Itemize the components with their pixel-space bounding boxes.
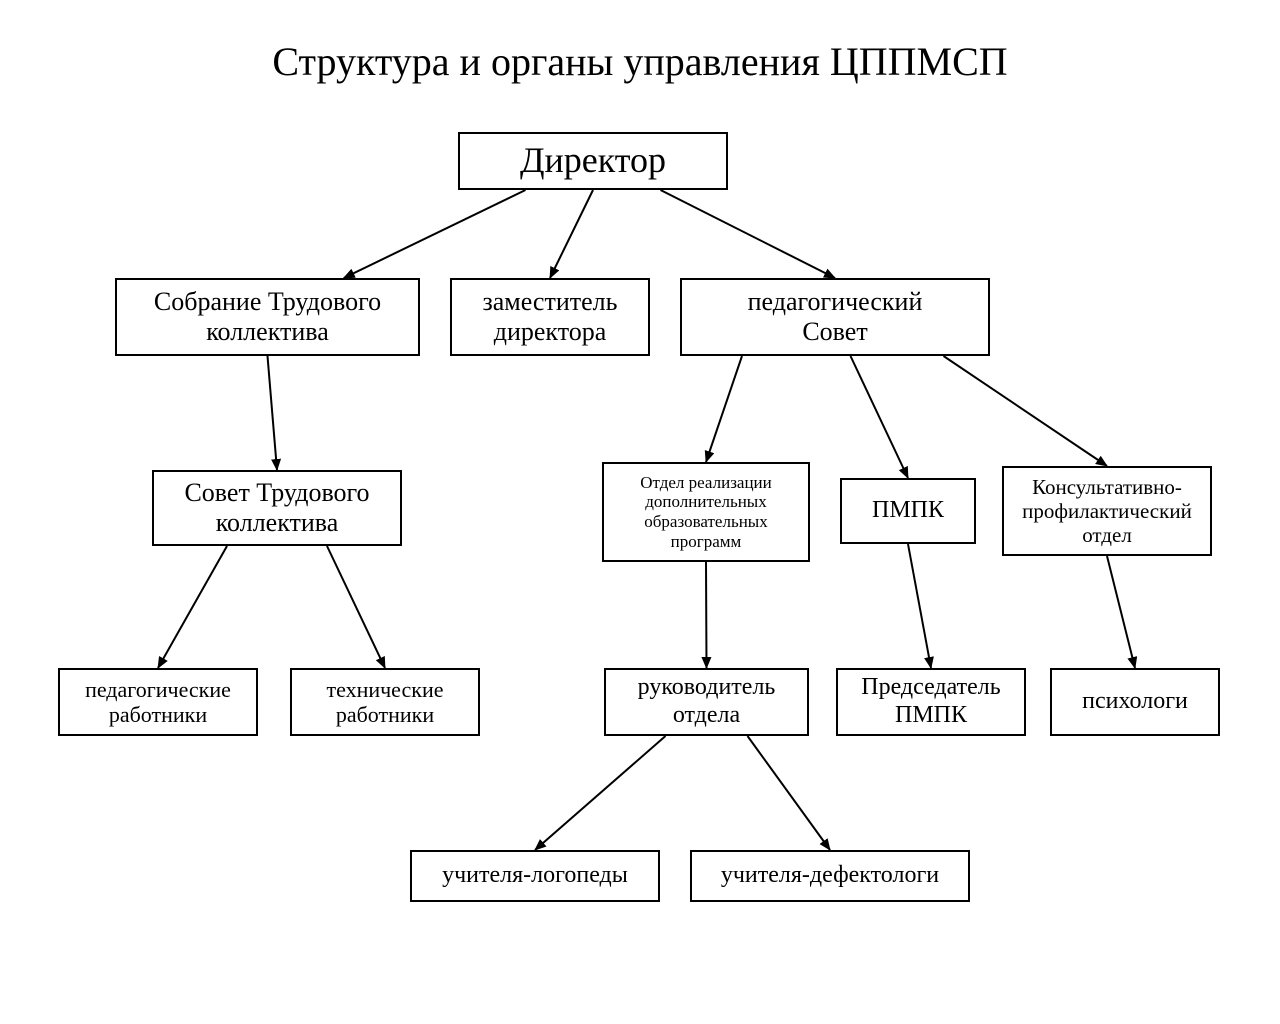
- node-tech_workers: техническиеработники: [290, 668, 480, 736]
- edge-dept_head-to-logopeds: [535, 736, 666, 850]
- edge-dept_head-to-defectologists: [748, 736, 831, 850]
- edge-director-to-assembly: [344, 190, 526, 278]
- node-dept_head: руководительотдела: [604, 668, 809, 736]
- edge-pedcouncil-to-dept_edu: [706, 356, 742, 462]
- node-pmpk: ПМПК: [840, 478, 976, 544]
- node-director: Директор: [458, 132, 728, 190]
- edge-dept_edu-to-dept_head: [706, 562, 707, 668]
- node-dept_edu: Отдел реализациидополнительныхобразовате…: [602, 462, 810, 562]
- edge-pmpk-to-pmpk_chair: [908, 544, 931, 668]
- edge-pedcouncil-to-consult: [944, 356, 1108, 466]
- node-logopeds: учителя-логопеды: [410, 850, 660, 902]
- node-pedcouncil: педагогическийСовет: [680, 278, 990, 356]
- node-defectologists: учителя-дефектологи: [690, 850, 970, 902]
- node-pmpk_chair: ПредседательПМПК: [836, 668, 1026, 736]
- edge-assembly-to-laborcouncil: [268, 356, 278, 470]
- node-laborcouncil: Совет Трудовогоколлектива: [152, 470, 402, 546]
- node-psychologists: психологи: [1050, 668, 1220, 736]
- edge-director-to-deputy: [550, 190, 593, 278]
- edge-consult-to-psychologists: [1107, 556, 1135, 668]
- node-deputy: заместительдиректора: [450, 278, 650, 356]
- edge-laborcouncil-to-tech_workers: [327, 546, 385, 668]
- edge-director-to-pedcouncil: [661, 190, 836, 278]
- edge-laborcouncil-to-ped_workers: [158, 546, 227, 668]
- page-title: Структура и органы управления ЦППМСП: [0, 38, 1280, 85]
- node-assembly: Собрание Трудовогоколлектива: [115, 278, 420, 356]
- node-ped_workers: педагогическиеработники: [58, 668, 258, 736]
- node-consult: Консультативно-профилактическийотдел: [1002, 466, 1212, 556]
- edge-pedcouncil-to-pmpk: [851, 356, 909, 478]
